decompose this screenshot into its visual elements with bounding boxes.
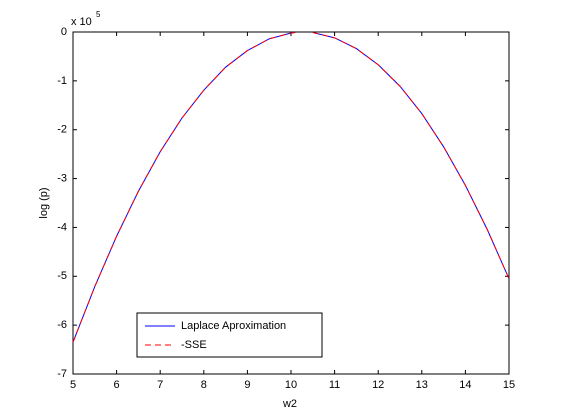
y-tick-label: -3 [57,172,67,184]
y-multiplier: x 10 [71,16,92,28]
x-tick-label: 11 [329,379,340,391]
x-axis-label: w2 [282,398,297,410]
x-tick-label: 8 [201,379,207,391]
y-axis-label: log (p) [38,187,50,218]
y-tick-label: -6 [57,319,67,331]
legend-label: -SSE [181,339,207,351]
legend-box [136,312,323,358]
y-tick-label: -5 [57,270,67,282]
y-tick-label: -1 [57,75,67,87]
y-multiplier-exponent: 5 [96,10,101,19]
x-tick-label: 12 [372,379,384,391]
x-tick-label: 5 [70,379,76,391]
series-line [72,31,510,343]
y-tick-label: -2 [57,124,67,136]
y-tick-label: -7 [57,368,67,380]
x-tick-label: 9 [244,379,250,391]
legend-label: Laplace Aproximation [181,320,286,332]
x-tick-label: 6 [114,379,120,391]
x-tick-label: 10 [285,379,297,391]
x-tick-label: 13 [416,379,428,391]
y-tick-label: 0 [61,26,67,38]
y-tick-label: -4 [57,221,67,233]
x-tick-label: 14 [459,379,471,391]
x-tick-label: 15 [503,379,515,391]
x-tick-label: 7 [157,379,163,391]
